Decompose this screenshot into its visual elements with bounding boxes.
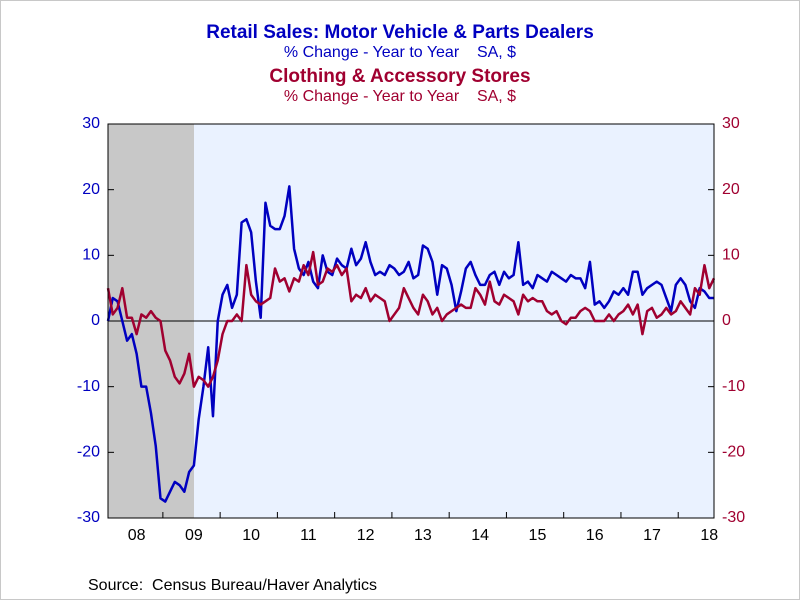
y2-tick-label: 30 (722, 115, 740, 132)
x-tick-label: 13 (414, 527, 432, 544)
series-subtitle: % Change - Year to Year SA, $ (284, 88, 516, 105)
y2-tick-label: 10 (722, 247, 740, 264)
x-tick-label: 11 (300, 527, 317, 544)
series-subtitle: % Change - Year to Year SA, $ (284, 44, 516, 61)
y-tick-label: 30 (82, 115, 100, 132)
y-tick-label: 0 (91, 312, 100, 329)
y-tick-label: -30 (77, 509, 100, 526)
series-line (106, 185, 714, 503)
x-tick-label: 12 (357, 527, 375, 544)
x-tick-label: 17 (643, 527, 661, 544)
series-title: Clothing & Accessory Stores (269, 66, 530, 87)
y-tick-label: -10 (77, 378, 100, 395)
x-tick-label: 14 (471, 527, 489, 544)
y2-tick-label: 0 (722, 312, 731, 329)
y2-tick-label: -10 (722, 378, 745, 395)
y-tick-label: 10 (82, 247, 100, 264)
x-tick-label: 10 (242, 527, 260, 544)
x-tick-label: 16 (586, 527, 604, 544)
y-tick-label: 20 (82, 181, 100, 198)
y2-tick-label: -30 (722, 509, 745, 526)
y2-tick-label: -20 (722, 444, 745, 461)
x-tick-label: 09 (185, 527, 203, 544)
plot-border (107, 123, 715, 519)
y-tick-label: -20 (77, 444, 100, 461)
x-tick-label: 08 (128, 527, 146, 544)
series-title: Retail Sales: Motor Vehicle & Parts Deal… (206, 22, 594, 43)
y2-tick-label: 20 (722, 181, 740, 198)
source: Source: Census Bureau/Haver Analytics (88, 577, 377, 594)
x-tick-label: 18 (700, 527, 718, 544)
series-line (106, 250, 716, 388)
x-tick-label: 15 (529, 527, 547, 544)
